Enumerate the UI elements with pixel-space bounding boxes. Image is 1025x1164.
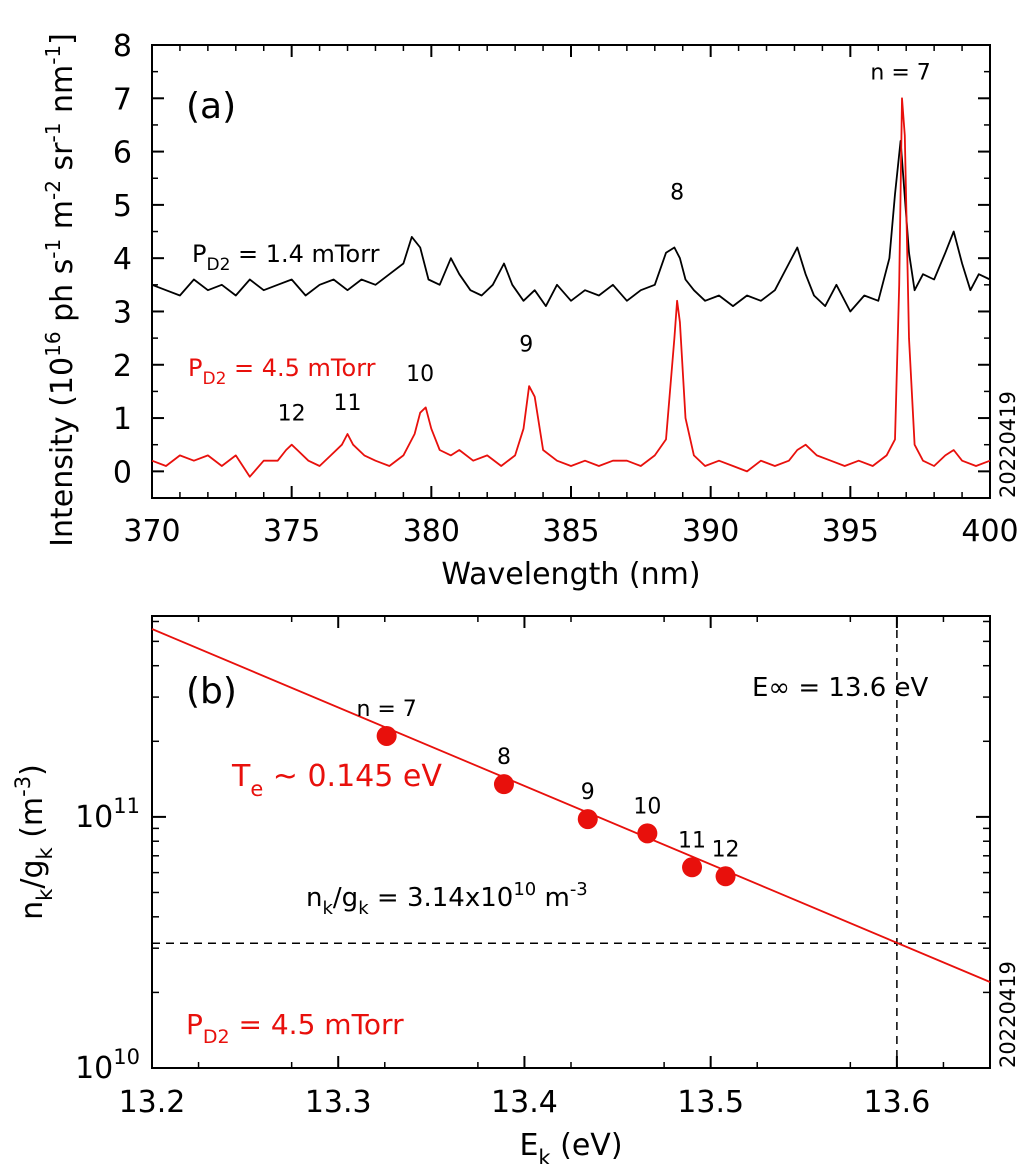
panel-a-y-axis-label: Intensity (1016 ph s-1 m-2 sr-1 nm-1] bbox=[41, 33, 80, 547]
panel-a-y-tick-label: 6 bbox=[113, 136, 132, 171]
panel-b-lines bbox=[151, 616, 991, 1068]
te-label: Te ~ 0.145 eV bbox=[231, 759, 442, 801]
panel-b-x-axis-label: Ek (eV) bbox=[519, 1128, 622, 1164]
panel-a-frame bbox=[151, 44, 991, 499]
panel-a-x-tick-label: 370 bbox=[123, 514, 180, 549]
panel-a-series bbox=[151, 97, 991, 478]
data-point bbox=[715, 866, 736, 887]
panel-b-x-tick-label: 13.4 bbox=[491, 1085, 558, 1120]
panel-a-stamp: 20220419 bbox=[996, 391, 1020, 498]
data-point bbox=[493, 774, 514, 795]
point-label: 10 bbox=[633, 794, 661, 819]
panel-b-y-tick-label: 1011 bbox=[75, 794, 140, 835]
panel-a-y-tick-label: 0 bbox=[113, 455, 132, 490]
panel-b-y-tick-label: 1010 bbox=[75, 1045, 140, 1086]
fit-line bbox=[151, 628, 991, 983]
panel-b-x-tick-label: 13.2 bbox=[119, 1085, 186, 1120]
peak-label: 9 bbox=[519, 332, 533, 357]
panel-a-x-tick-label: 395 bbox=[822, 514, 879, 549]
panel-a-y-tick-label: 2 bbox=[113, 349, 132, 384]
panel-a-x-ticks: 370 375 380 385 390 395 400 bbox=[123, 45, 1019, 549]
peak-label: 11 bbox=[334, 391, 362, 416]
panel-a-x-tick-label: 390 bbox=[682, 514, 739, 549]
panel-b-label: (b) bbox=[186, 671, 237, 712]
panel-a-y-tick-label: 5 bbox=[113, 189, 132, 224]
panel-a-x-tick-label: 385 bbox=[542, 514, 599, 549]
panel-a-series-line-1 bbox=[151, 139, 991, 313]
panel-a-y-tick-label: 3 bbox=[113, 295, 132, 330]
e-infinity-label: E∞ = 13.6 eV bbox=[752, 673, 929, 703]
peak-label: 12 bbox=[278, 402, 306, 427]
panel-b-x-ticks: 13.2 13.3 13.4 13.5 13.6 bbox=[119, 616, 945, 1120]
legend-series-4-5mtorr: PD2 = 4.5 mTorr bbox=[188, 354, 376, 389]
peak-label: 10 bbox=[406, 362, 434, 387]
panel-a-y-tick-label: 4 bbox=[113, 242, 132, 277]
panel-a-x-tick-label: 400 bbox=[961, 514, 1018, 549]
panel-a-y-tick-label: 8 bbox=[113, 29, 132, 64]
panel-a-series-line-2 bbox=[151, 97, 991, 478]
data-point bbox=[376, 725, 397, 746]
point-label: n = 7 bbox=[356, 697, 416, 722]
data-point bbox=[577, 809, 598, 830]
panel-a-label: (a) bbox=[186, 86, 236, 127]
panel-b-y-axis-label: nk/gk (m-3) bbox=[11, 764, 57, 920]
peak-label: 8 bbox=[670, 181, 684, 206]
data-point bbox=[637, 823, 658, 844]
point-label: 8 bbox=[497, 745, 511, 770]
peak-label: n = 7 bbox=[870, 61, 930, 86]
point-label: 9 bbox=[581, 780, 595, 805]
data-point bbox=[682, 857, 703, 878]
panel-a-x-tick-label: 375 bbox=[263, 514, 320, 549]
panel-b-points: n = 7 8 9 10 11 12 bbox=[356, 697, 740, 887]
panel-a-peak-labels: n = 7 8 9 10 11 12 bbox=[278, 61, 931, 427]
panel-b-x-tick-label: 13.5 bbox=[677, 1085, 744, 1120]
panel-a-x-axis-label: Wavelength (nm) bbox=[441, 557, 700, 592]
panel-b-stamp: 20220419 bbox=[996, 961, 1020, 1068]
point-label: 11 bbox=[678, 828, 706, 853]
legend-series-1-4mtorr: PD2 = 1.4 mTorr bbox=[192, 240, 380, 275]
panel-a-y-tick-label: 1 bbox=[113, 402, 132, 437]
panel-a-x-tick-label: 380 bbox=[403, 514, 460, 549]
nk-gk-value-label: nk/gk = 3.14x1010 m-3 bbox=[306, 879, 588, 919]
panel-b-pressure-label: PD2 = 4.5 mTorr bbox=[186, 1008, 404, 1048]
panel-b-x-tick-label: 13.3 bbox=[305, 1085, 372, 1120]
panel-a-y-tick-label: 7 bbox=[113, 82, 132, 117]
panel-b-x-tick-label: 13.6 bbox=[863, 1085, 930, 1120]
point-label: 12 bbox=[712, 837, 740, 862]
